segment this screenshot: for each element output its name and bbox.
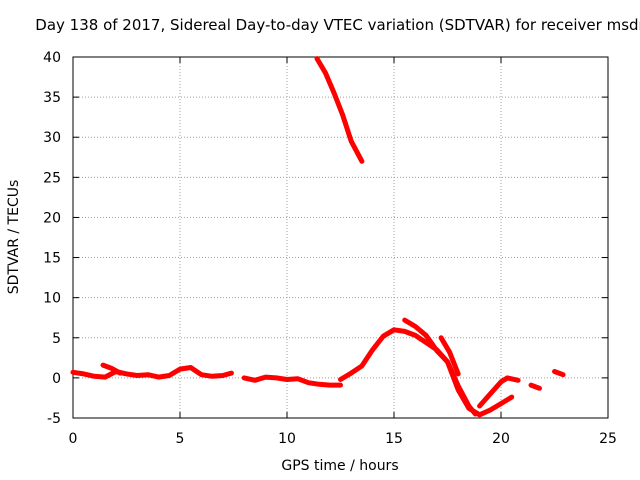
x-tick-label: 0 [69, 431, 78, 447]
y-tick-label: -5 [47, 411, 61, 427]
chart-title: Day 138 of 2017, Sidereal Day-to-day VTE… [35, 16, 640, 34]
series-line-seg1 [70, 365, 234, 380]
series-group [70, 56, 566, 418]
y-tick-label: 20 [43, 210, 61, 226]
x-tick-label: 10 [278, 431, 296, 447]
y-tick-label: 0 [52, 371, 61, 387]
axis-ticks: 0 5 10 15 20 25 -5 0 5 10 15 20 25 30 35 40 [43, 50, 617, 447]
y-tick-label: 30 [43, 130, 61, 146]
x-axis-label: GPS time / hours [281, 458, 398, 474]
series-line-seg4b [438, 335, 461, 377]
x-tick-label: 20 [492, 431, 510, 447]
series-line-seg2 [241, 374, 343, 388]
y-tick-label: 35 [43, 90, 61, 106]
series-line-seg6 [528, 382, 542, 391]
series-line-seg4 [402, 317, 515, 418]
y-tick-label: 15 [43, 251, 61, 267]
series-line-seg7 [552, 369, 566, 378]
x-tick-label: 5 [176, 431, 185, 447]
x-tick-label: 15 [385, 431, 403, 447]
series-line-seg8 [314, 56, 365, 164]
y-tick-label: 10 [43, 291, 61, 307]
x-tick-label: 25 [599, 431, 617, 447]
series-line-seg5 [477, 375, 521, 409]
plot-frame [72, 56, 609, 419]
y-tick-label: 25 [43, 170, 61, 186]
y-tick-label: 5 [52, 331, 61, 347]
series-line-seg1b [100, 362, 123, 376]
y-axis-label: SDTVAR / TECUs [6, 180, 22, 295]
y-tick-label: 40 [43, 50, 61, 66]
